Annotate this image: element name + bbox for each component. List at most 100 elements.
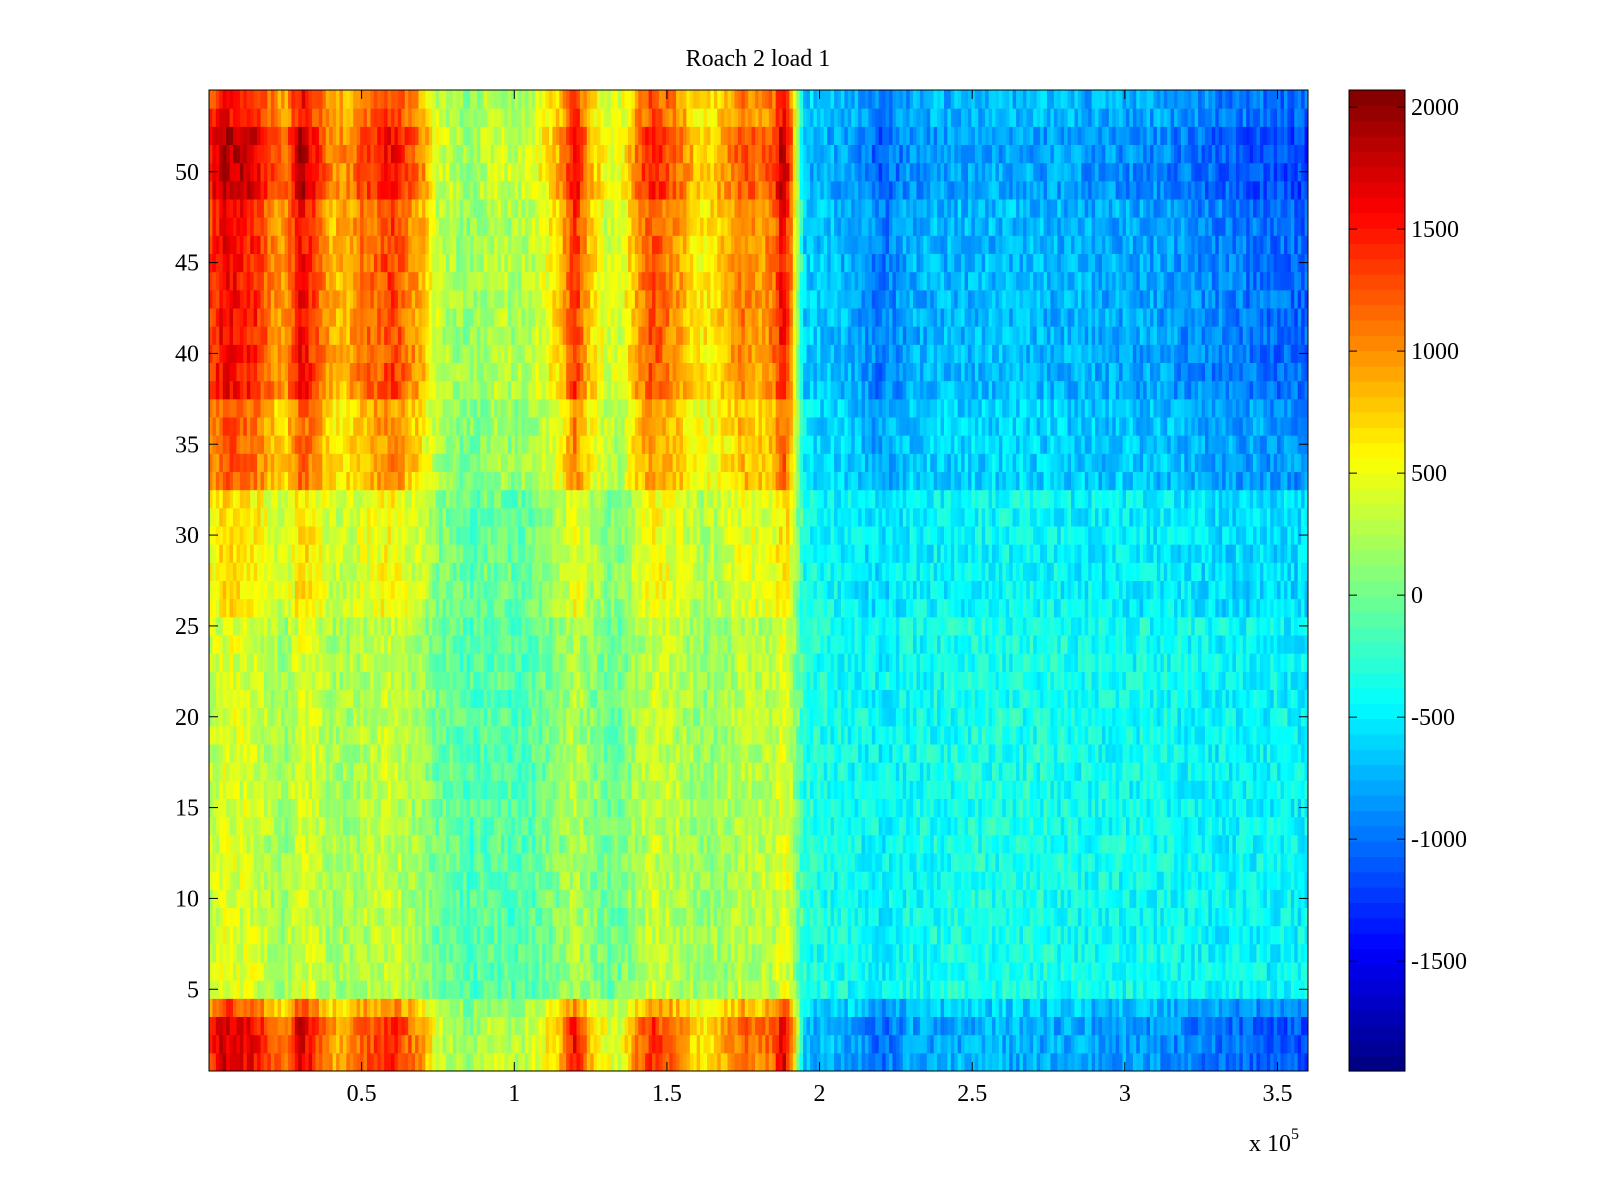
heatmap-cell [892,1052,897,1071]
heatmap-cell [583,816,588,836]
heatmap-cell [1115,943,1120,963]
heatmap-cell [1005,980,1010,999]
heatmap-cell [373,780,378,799]
heatmap-cell [260,871,265,890]
heatmap-cell [1081,962,1086,981]
heatmap-cell [339,1016,344,1036]
heatmap-cell [950,889,955,908]
heatmap-cell [652,834,657,854]
heatmap-cell [1139,871,1144,890]
heatmap-cell [239,1052,244,1071]
heatmap-cell [937,943,942,963]
heatmap-cell [895,834,900,854]
heatmap-cell [408,816,413,836]
heatmap-cell [889,1016,894,1036]
heatmap-cell [755,980,760,999]
heatmap-cell [250,998,255,1017]
heatmap-cell [274,1016,279,1036]
heatmap-cell [579,889,584,908]
heatmap-cell [758,816,763,836]
heatmap-cell [840,816,845,836]
heatmap-cell [1294,798,1299,818]
heatmap-cell [305,816,310,836]
heatmap-cell [243,853,248,872]
heatmap-cell [1088,889,1093,908]
heatmap-cell [820,943,825,963]
heatmap-cell [226,1016,231,1036]
heatmap-cell [700,871,705,890]
heatmap-cell [301,1052,306,1071]
heatmap-cell [1304,1034,1308,1054]
heatmap-cell [463,889,468,908]
heatmap-cell [1270,907,1275,927]
heatmap-cell [339,907,344,927]
heatmap-cell [669,925,674,945]
heatmap-cell [1122,962,1127,981]
heatmap-cell [665,816,670,836]
heatmap-cell [741,1034,746,1054]
heatmap-cell [792,907,797,927]
heatmap-cell [1115,834,1120,854]
heatmap-cell [521,1034,526,1054]
heatmap-cell [731,1016,736,1036]
heatmap-cell [387,1016,392,1036]
heatmap-cell [1005,871,1010,890]
heatmap-cell [236,962,241,981]
heatmap-cell [1177,1034,1182,1054]
heatmap-cell [1170,980,1175,999]
heatmap-cell [435,1016,440,1036]
heatmap-cell [968,925,973,945]
heatmap-cell [267,871,272,890]
heatmap-cell [360,1034,365,1054]
heatmap-cell [463,1052,468,1071]
heatmap-cell [614,998,619,1017]
heatmap-cell [1064,834,1069,854]
heatmap-cell [875,798,880,818]
heatmap-cell [233,798,238,818]
heatmap-cell [961,1016,966,1036]
heatmap-cell [494,980,499,999]
heatmap-cell [521,889,526,908]
heatmap-cell [219,871,224,890]
heatmap-cell [500,1052,505,1071]
heatmap-cell [827,998,832,1017]
heatmap-cell [1139,1052,1144,1071]
heatmap-cell [1177,798,1182,818]
heatmap-cell [370,1034,375,1054]
heatmap-cell [734,1016,739,1036]
heatmap-cell [1294,998,1299,1017]
heatmap-cell [442,816,447,836]
heatmap-cell [985,798,990,818]
heatmap-cell [1143,816,1148,836]
heatmap-cell [926,1052,931,1071]
heatmap-cell [1215,853,1220,872]
heatmap-cell [342,980,347,999]
heatmap-cell [919,1052,924,1071]
heatmap-cell [1026,1052,1031,1071]
heatmap-cell [782,1034,787,1054]
heatmap-cell [1016,1016,1021,1036]
heatmap-cell [885,1016,890,1036]
heatmap-cell [1208,925,1213,945]
heatmap-cell [511,871,516,890]
heatmap-cell [1119,907,1124,927]
heatmap-cell [669,798,674,818]
heatmap-cell [349,889,354,908]
heatmap-cell [968,998,973,1017]
heatmap-cell [315,780,320,799]
heatmap-cell [394,998,399,1017]
heatmap-cell [741,907,746,927]
heatmap-cell [610,925,615,945]
heatmap-cell [332,871,337,890]
heatmap-cell [579,780,584,799]
heatmap-cell [1067,1052,1072,1071]
heatmap-cell [1174,962,1179,981]
heatmap-cell [782,943,787,963]
heatmap-cell [827,943,832,963]
heatmap-cell [1232,925,1237,945]
heatmap-cell [930,962,935,981]
heatmap-cell [236,980,241,999]
heatmap-cell [1136,998,1141,1017]
heatmap-cell [1253,1016,1258,1036]
heatmap-cell [459,962,464,981]
